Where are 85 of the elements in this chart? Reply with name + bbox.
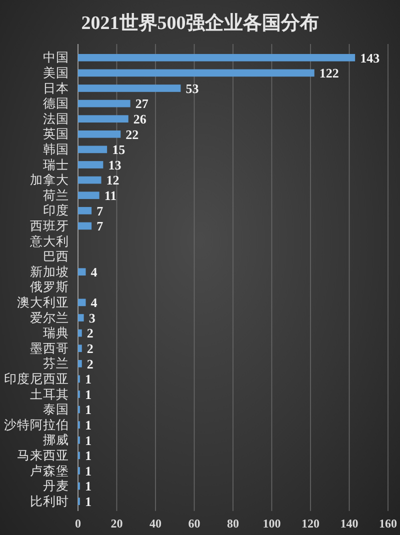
data-label: 7 bbox=[96, 218, 104, 234]
y-tick-label: 卢森堡 bbox=[30, 464, 69, 478]
data-label: 13 bbox=[108, 157, 122, 172]
data-label: 1 bbox=[84, 432, 92, 448]
bar bbox=[78, 268, 86, 276]
y-tick-label: 荷兰 bbox=[43, 188, 69, 202]
y-tick-label: 英国 bbox=[43, 127, 69, 142]
x-tick-label: 0 bbox=[75, 516, 81, 531]
x-tick-label: 20 bbox=[110, 516, 123, 531]
data-label: 2 bbox=[86, 341, 94, 356]
y-tick-label: 印度 bbox=[43, 202, 69, 218]
data-label: 15 bbox=[112, 142, 126, 158]
bar bbox=[78, 206, 92, 214]
bar bbox=[78, 146, 108, 154]
bar bbox=[78, 360, 82, 368]
y-tick-label: 墨西哥 bbox=[30, 341, 69, 356]
bar bbox=[78, 84, 181, 92]
data-label: 26 bbox=[133, 112, 147, 127]
y-tick-label: 美国 bbox=[43, 64, 69, 80]
data-label: 122 bbox=[319, 66, 339, 81]
x-tick-label: 40 bbox=[150, 516, 162, 531]
y-tick-label: 土耳其 bbox=[30, 387, 69, 402]
x-tick-label: 160 bbox=[379, 516, 397, 531]
data-label: 3 bbox=[88, 310, 96, 326]
data-label: 1 bbox=[84, 494, 92, 510]
data-label: 22 bbox=[126, 126, 139, 142]
data-label: 4 bbox=[90, 295, 98, 310]
bar bbox=[78, 130, 121, 138]
bar bbox=[78, 298, 86, 306]
data-label: 7 bbox=[96, 203, 104, 218]
x-tick-label: 80 bbox=[227, 516, 239, 531]
bar bbox=[78, 100, 130, 108]
y-tick-label: 马来西亚 bbox=[17, 448, 69, 462]
data-label: 53 bbox=[186, 80, 200, 96]
bar bbox=[78, 54, 356, 62]
y-tick-label: 瑞典 bbox=[43, 326, 69, 340]
y-tick-label: 意大利 bbox=[29, 234, 69, 248]
y-tick-label: 韩国 bbox=[43, 142, 69, 156]
y-tick-label: 德国 bbox=[43, 96, 69, 111]
y-tick-label: 巴西 bbox=[43, 250, 69, 264]
data-label: 2 bbox=[86, 356, 94, 372]
data-label: 11 bbox=[104, 188, 117, 204]
bar bbox=[78, 115, 128, 123]
bar bbox=[78, 222, 92, 230]
y-tick-label: 中国 bbox=[43, 50, 69, 65]
y-tick-label: 爱尔兰 bbox=[30, 310, 69, 325]
data-label: 1 bbox=[84, 448, 92, 464]
data-label: 4 bbox=[90, 264, 98, 280]
data-label: 1 bbox=[84, 463, 92, 478]
data-label: 1 bbox=[84, 402, 92, 418]
y-tick-label: 西班牙 bbox=[30, 218, 69, 233]
y-tick-label: 澳大利亚 bbox=[17, 295, 69, 310]
x-tick-label: 120 bbox=[302, 516, 320, 531]
bar bbox=[78, 69, 314, 77]
data-label: 1 bbox=[84, 478, 92, 494]
y-tick-label: 挪威 bbox=[43, 433, 69, 448]
x-tick-label: 140 bbox=[340, 516, 358, 531]
bar bbox=[78, 176, 102, 184]
data-label: 143 bbox=[360, 50, 380, 66]
x-tick-label: 60 bbox=[188, 516, 200, 531]
y-tick-label: 加拿大 bbox=[30, 173, 69, 188]
data-label: 1 bbox=[84, 418, 92, 433]
y-tick-label: 法国 bbox=[43, 112, 69, 126]
data-label: 1 bbox=[84, 386, 92, 402]
y-tick-label: 瑞士 bbox=[43, 158, 69, 172]
y-tick-label: 丹麦 bbox=[43, 479, 69, 494]
chart-title: 2021世界500强企业各国分布 bbox=[81, 12, 319, 34]
x-tick-label: 100 bbox=[262, 516, 281, 531]
data-label: 2 bbox=[86, 326, 94, 341]
data-label: 27 bbox=[135, 96, 149, 112]
y-tick-label: 新加坡 bbox=[30, 264, 69, 279]
y-tick-label: 芬兰 bbox=[43, 356, 69, 371]
bar bbox=[78, 344, 82, 352]
bar bbox=[78, 192, 100, 200]
data-label: 12 bbox=[106, 172, 120, 188]
bar bbox=[78, 161, 104, 168]
y-tick-label: 日本 bbox=[43, 81, 69, 96]
y-tick-label: 俄罗斯 bbox=[30, 280, 69, 294]
y-tick-label: 沙特阿拉伯 bbox=[4, 418, 69, 432]
y-tick-label: 印度尼西亚 bbox=[4, 370, 69, 386]
data-label: 1 bbox=[84, 372, 92, 387]
bar bbox=[78, 314, 84, 322]
y-tick-label: 比利时 bbox=[30, 494, 69, 508]
bar bbox=[78, 329, 82, 337]
y-tick-label: 泰国 bbox=[43, 402, 69, 417]
